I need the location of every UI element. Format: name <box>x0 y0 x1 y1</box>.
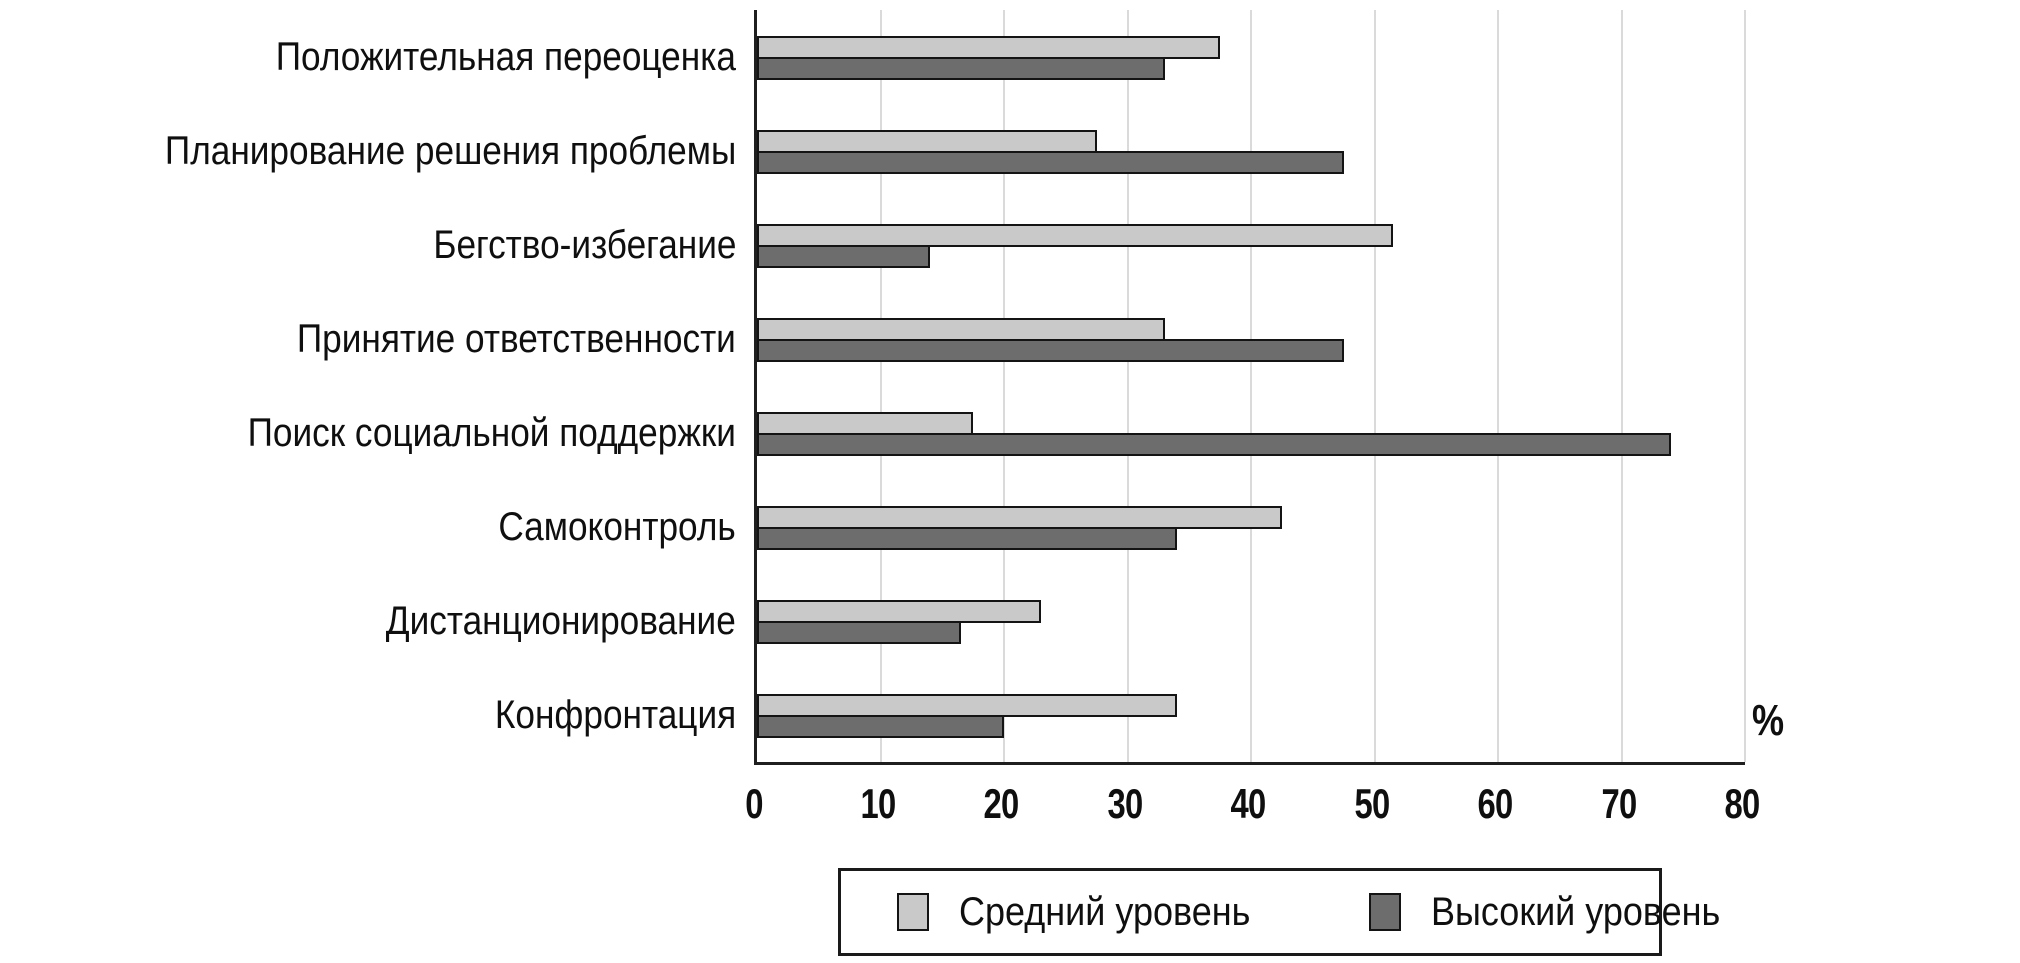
legend-label-high: Высокий уровень <box>1430 890 1721 934</box>
chart-row: Поиск социальной поддержки <box>0 386 2020 480</box>
x-tick-label-80: 80 <box>1724 780 1761 827</box>
gridline-50 <box>1373 10 1376 762</box>
medium-level-bar <box>757 36 1221 59</box>
chart-row: Дистанционирование <box>0 574 2020 668</box>
medium-level-bar <box>757 600 1042 623</box>
gridline-70 <box>1620 10 1623 762</box>
x-axis-ticks: 0 10 20 30 40 50 60 70 80 <box>745 780 1760 832</box>
x-axis-unit-label: % <box>1752 696 1785 745</box>
high-level-bar <box>757 527 1177 550</box>
legend: Средний уровень Высокий уровень <box>838 868 1720 956</box>
high-level-bar <box>757 621 961 644</box>
gridline-30 <box>1126 10 1129 762</box>
chart-row: Принятие ответственности <box>0 292 2020 386</box>
medium-level-bar <box>757 694 1177 717</box>
x-tick-label-50: 50 <box>1354 780 1390 827</box>
bar-group <box>757 412 1745 456</box>
chart-row: Планирование решения проблемы <box>0 104 2020 198</box>
legend-label-medium: Средний уровень <box>959 890 1251 934</box>
x-tick-label-60: 60 <box>1477 780 1514 827</box>
chart-rows: Положительная переоценка Планирование реш… <box>0 10 2020 762</box>
gridline-60 <box>1497 10 1499 762</box>
x-tick-label-70: 70 <box>1601 780 1637 827</box>
legend-item-medium: Средний уровень <box>897 889 1283 935</box>
medium-level-bar <box>757 318 1165 341</box>
high-level-bar <box>757 715 1004 738</box>
high-level-bar <box>757 57 1165 80</box>
x-tick-label-0: 0 <box>745 780 763 827</box>
medium-level-bar <box>757 412 974 435</box>
bar-group <box>757 600 1745 644</box>
bar-group <box>757 130 1745 174</box>
gridline-20 <box>1003 10 1005 762</box>
x-tick-label-30: 30 <box>1107 780 1143 827</box>
bar-group <box>757 694 1745 738</box>
bar-group <box>757 506 1745 550</box>
chart-row: Бегство-избегание <box>0 198 2020 292</box>
gridline-10 <box>879 10 882 762</box>
medium-level-bar <box>757 130 1097 153</box>
x-tick-label-10: 10 <box>860 780 896 827</box>
category-label: Бегство-избегание <box>432 223 736 268</box>
legend-item-high: Высокий уровень <box>1368 889 1752 935</box>
chart-row: Конфронтация <box>0 668 2020 762</box>
gridline-40 <box>1250 10 1252 762</box>
high-level-bar <box>757 433 1671 456</box>
category-label: Конфронтация <box>494 693 736 738</box>
high-level-bar <box>757 339 1344 362</box>
high-level-bar <box>757 151 1344 174</box>
high-level-bar <box>757 245 930 268</box>
category-label: Дистанционирование <box>385 599 736 644</box>
x-tick-label-40: 40 <box>1230 780 1267 827</box>
gridline-80 <box>1744 10 1746 762</box>
medium-level-bar <box>757 506 1282 529</box>
chart-row: Положительная переоценка <box>0 10 2020 104</box>
bar-group <box>757 318 1745 362</box>
x-tick-label-20: 20 <box>983 780 1020 827</box>
chart-row: Самоконтроль <box>0 480 2020 574</box>
category-label: Планирование решения проблемы <box>164 129 736 174</box>
high-level-swatch <box>1368 893 1401 931</box>
category-label: Принятие ответственности <box>297 317 736 362</box>
bar-group <box>757 224 1745 268</box>
category-label: Положительная переоценка <box>275 35 736 80</box>
category-label: Самоконтроль <box>498 505 736 550</box>
plot-area <box>754 10 1746 765</box>
category-label: Поиск социальной поддержки <box>247 411 736 456</box>
bar-group <box>757 36 1745 80</box>
medium-level-swatch <box>897 893 929 931</box>
medium-level-bar <box>757 224 1394 247</box>
